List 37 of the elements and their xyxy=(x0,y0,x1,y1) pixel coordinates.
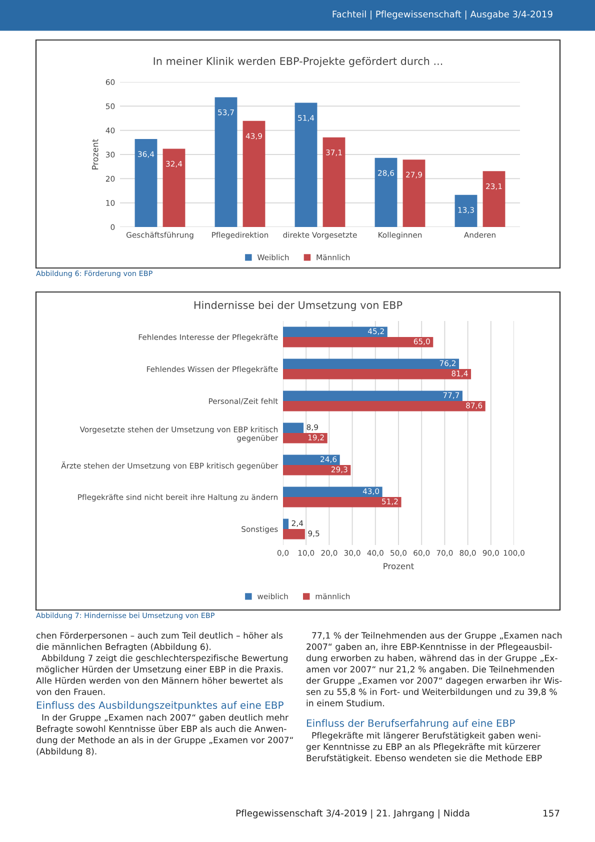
bar xyxy=(283,454,340,465)
y-axis-title: Prozent xyxy=(92,139,98,170)
bar xyxy=(283,390,462,401)
text: chen Förderpersonen – auch zum Teil deutlich – höher als die männlichen Befragten (Abbildung 6). Abbildung 7 zeigt die geschlechterspezifische Bewertung möglicher Hürden der Umsetzung einer EBP in die Praxis. Alle Hürden werden von den Männern höher bewertet als von den Frauen. xyxy=(36,632,288,696)
bar xyxy=(283,518,289,529)
bar xyxy=(283,465,351,476)
bar xyxy=(283,497,402,508)
bar xyxy=(283,422,304,433)
bar xyxy=(454,194,478,227)
bar xyxy=(402,160,426,227)
bar xyxy=(214,97,238,227)
bar xyxy=(283,326,388,337)
bar xyxy=(482,171,506,227)
bar xyxy=(374,158,398,227)
text: Einfluss der Berufserfahrung auf eine EBP xyxy=(306,719,515,729)
x-axis-title: Prozent xyxy=(384,563,414,570)
bar xyxy=(283,369,472,380)
chart-title: Hindernisse bei der Umsetzung von EBP xyxy=(194,300,402,312)
bar xyxy=(283,433,328,444)
text: Pflegewissenschaft 3/4-2019 | 21. Jahrgang | Nidda xyxy=(236,809,470,819)
bar xyxy=(242,120,266,227)
text: In der Gruppe „Examen nach 2007“ gaben deutlich mehr Befragte sowohl Kenntnisse über EBP als auch die Anwen- dung der Methode an als in der Gruppe „Examen vor 2007“ (Abbildung 8). xyxy=(36,714,293,756)
bar xyxy=(162,148,186,227)
text: Fachteil | Pflegewissenschaft | Ausgabe 3/4-2019 xyxy=(332,10,552,20)
bar xyxy=(283,529,305,540)
bar xyxy=(322,137,346,227)
bar xyxy=(283,401,486,412)
text: Einfluss des Ausbildungszeitpunktes auf eine EBP xyxy=(36,701,284,711)
bar xyxy=(294,102,318,227)
bar xyxy=(283,337,434,348)
chart-title: In meiner Klinik werden EBP-Projekte gefördert durch ... xyxy=(154,56,442,68)
text: 77,1 % der Teilnehmenden aus der Gruppe „Examen nach 2007“ gaben an, ihre EBP-Kenntnisse in der Pflegeausbil- dung erworben zu haben, während das in der Gruppe „Ex- amen vor 2007“ nur 21,2 % angaben. Die Teilnehmenden der Gruppe „Examen vor 2007“ dagegen erwarben ihr Wis- sen zu 55,8 % in Fort- und Weiterbildungen und zu 39,8 % in einem Studium. xyxy=(306,632,562,706)
bar xyxy=(134,139,158,227)
bar xyxy=(283,486,382,497)
text: Pflegekräfte mit längerer Berufstätigkeit gaben weni- ger Kenntnisse zu EBP an als Pflegekräfte mit kürzerer Berufstätigkeit. Ebenso wendeten sie die Methode EBP xyxy=(306,732,542,763)
bar xyxy=(283,358,460,369)
text: 157 xyxy=(544,810,560,817)
